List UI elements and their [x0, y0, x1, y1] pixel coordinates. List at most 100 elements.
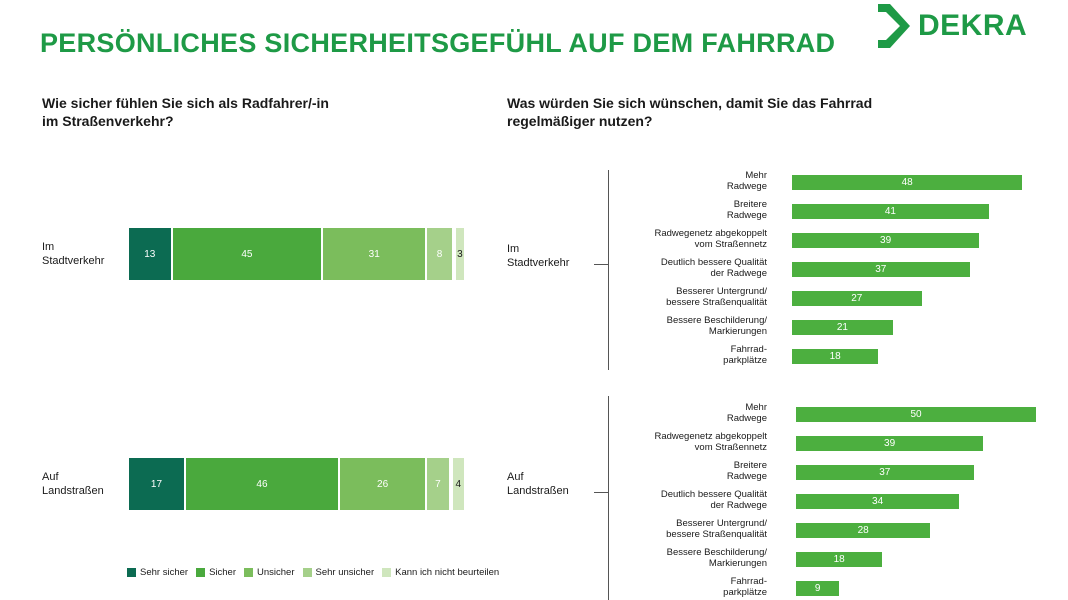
group-label-line: Auf	[507, 471, 524, 483]
bar-category-label-line: bessere Straßenqualität	[666, 297, 767, 308]
left-question-line-2: im Straßenverkehr?	[42, 113, 174, 129]
group-label-line: Landstraßen	[507, 485, 569, 497]
category-label-line: Stadtverkehr	[42, 255, 105, 267]
bar-category-label-line: Markierungen	[708, 326, 767, 337]
bar-category-label-line: Breitere	[733, 460, 767, 471]
bar: 28	[796, 523, 931, 538]
group-bracket-tick	[594, 264, 608, 265]
data-label: 34	[872, 496, 884, 507]
bar-category-label-line: Mehr	[745, 170, 767, 181]
legend-swatch	[382, 568, 392, 577]
bar-category-label-line: Bessere Beschilderung/	[666, 547, 767, 558]
data-label: 4	[455, 478, 462, 490]
bar-category-label-line: parkplätze	[723, 355, 767, 366]
data-label: 7	[435, 478, 441, 490]
dekra-logo-icon	[878, 4, 910, 48]
group-label-line: Stadtverkehr	[507, 257, 570, 269]
bar-category-label: Mehr Radwege	[597, 402, 767, 424]
data-label: 41	[884, 206, 896, 217]
legend-label: Sehr unsicher	[315, 567, 375, 578]
category-label: Auf Landstraßen	[42, 470, 104, 498]
bar-category-label-line: Deutlich bessere Qualität	[660, 489, 767, 500]
stacked-bar: 17 46 26 7 4	[129, 458, 464, 510]
bar: 37	[792, 262, 970, 277]
bar-category-label-line: Besserer Untergrund/	[676, 286, 767, 297]
bar-category-label-line: Radwege	[726, 210, 767, 221]
bar-category-label-line: Deutlich bessere Qualität	[660, 257, 767, 268]
data-label: 18	[829, 351, 841, 362]
legend-item: Sehr unsicher	[302, 567, 375, 578]
bar-segment: 3	[453, 228, 464, 280]
bar: 18	[792, 349, 879, 364]
bar: 34	[796, 494, 960, 509]
legend-label: Sehr sicher	[140, 567, 189, 578]
bar-category-label: Radwegenetz abgekoppelt vom Straßennetz	[597, 431, 767, 453]
bar-category-label: Breitere Radwege	[597, 199, 767, 221]
legend: Sehr sicher Sicher Unsicher Sehr unsicher Ka…	[127, 567, 507, 578]
bar: 50	[796, 407, 1036, 422]
bar-category-label: Bessere Beschilderung/Markierungen	[597, 547, 767, 569]
data-label: 13	[144, 248, 156, 260]
bar-category-label-line: Radwege	[726, 471, 767, 482]
bar-category-label-line: Radwegenetz abgekoppelt	[654, 431, 767, 442]
bar: 18	[796, 552, 883, 567]
bar: 48	[792, 175, 1023, 190]
category-label-line: Im	[42, 241, 55, 253]
left-question-line-1: Wie sicher fühlen Sie sich als Radfahrer…	[42, 95, 329, 111]
legend-item: Unsicher	[244, 567, 295, 578]
bar-segment: 31	[323, 228, 428, 280]
legend-swatch	[302, 568, 312, 577]
bar-category-label-line: Radwegenetz abgekoppelt	[654, 228, 767, 239]
left-chart-question: Wie sicher fühlen Sie sich als Radfahrer…	[42, 94, 329, 130]
bar-category-label: Mehr Radwege	[597, 170, 767, 192]
bar-category-label-line: Fahrrad-	[730, 344, 767, 355]
page-title: PERSÖNLICHES SICHERHEITSGEFÜHL AUF DEM F…	[40, 28, 836, 58]
logo-text: DEKRA	[918, 9, 1028, 42]
data-label: 27	[851, 293, 863, 304]
data-label: 28	[857, 525, 869, 536]
data-label: 31	[368, 248, 380, 260]
bar: 39	[796, 436, 984, 451]
bar-category-label-line: vom Straßennetz	[694, 442, 767, 453]
dekra-logo: DEKRA	[876, 4, 1027, 48]
right-chart-question: Was würden Sie sich wünschen, damit Sie …	[507, 94, 872, 130]
legend-label: Unsicher	[257, 567, 295, 578]
right-question-line-2: regelmäßiger nutzen?	[507, 113, 653, 129]
legend-swatch	[196, 568, 206, 577]
bar-category-label: Breitere Radwege	[597, 460, 767, 482]
legend-item: Sehr sicher	[127, 567, 188, 578]
category-label: Im Stadtverkehr	[42, 240, 104, 268]
bar: 21	[792, 320, 893, 335]
data-label: 9	[814, 583, 821, 594]
category-label-line: Landstraßen	[42, 485, 104, 497]
bar-category-label: Deutlich bessere Qualität der Radwege	[597, 257, 767, 279]
data-label: 37	[879, 467, 891, 478]
legend-swatch	[244, 568, 253, 577]
legend-label: Kann ich nicht beurteilen	[395, 567, 500, 578]
bar: 27	[792, 291, 922, 306]
group-bracket-tick	[594, 492, 608, 493]
bar-category-label-line: Radwege	[726, 181, 767, 192]
bar-category-label-line: der Radwege	[710, 268, 767, 279]
bar-category-label: Besserer Untergrund/bessere Straßenquali…	[597, 518, 767, 540]
bar-category-label: Fahrrad-parkplätze	[597, 344, 767, 366]
bar-segment: 46	[185, 458, 341, 510]
data-label: 37	[875, 264, 887, 275]
bar: 41	[792, 204, 989, 219]
data-label: 3	[457, 248, 463, 260]
data-label: 26	[377, 478, 389, 490]
legend-swatch	[127, 568, 136, 577]
bar-category-label: Deutlich bessere Qualität der Radwege	[597, 489, 767, 511]
bar-category-label-line: Breitere	[733, 199, 767, 210]
legend-item: Kann ich nicht beurteilen	[382, 567, 499, 578]
bar-category-label-line: parkplätze	[723, 587, 767, 598]
bar: 9	[796, 581, 840, 596]
bar-segment: 26	[340, 458, 428, 510]
data-label: 39	[880, 235, 892, 246]
bar-segment: 13	[129, 228, 173, 280]
bar-category-label-line: Fahrrad-	[730, 576, 767, 587]
data-label: 17	[150, 478, 163, 490]
group-label-line: Im	[507, 243, 520, 255]
bar-category-label-line: Besserer Untergrund/	[676, 518, 767, 529]
data-label: 50	[910, 409, 922, 420]
